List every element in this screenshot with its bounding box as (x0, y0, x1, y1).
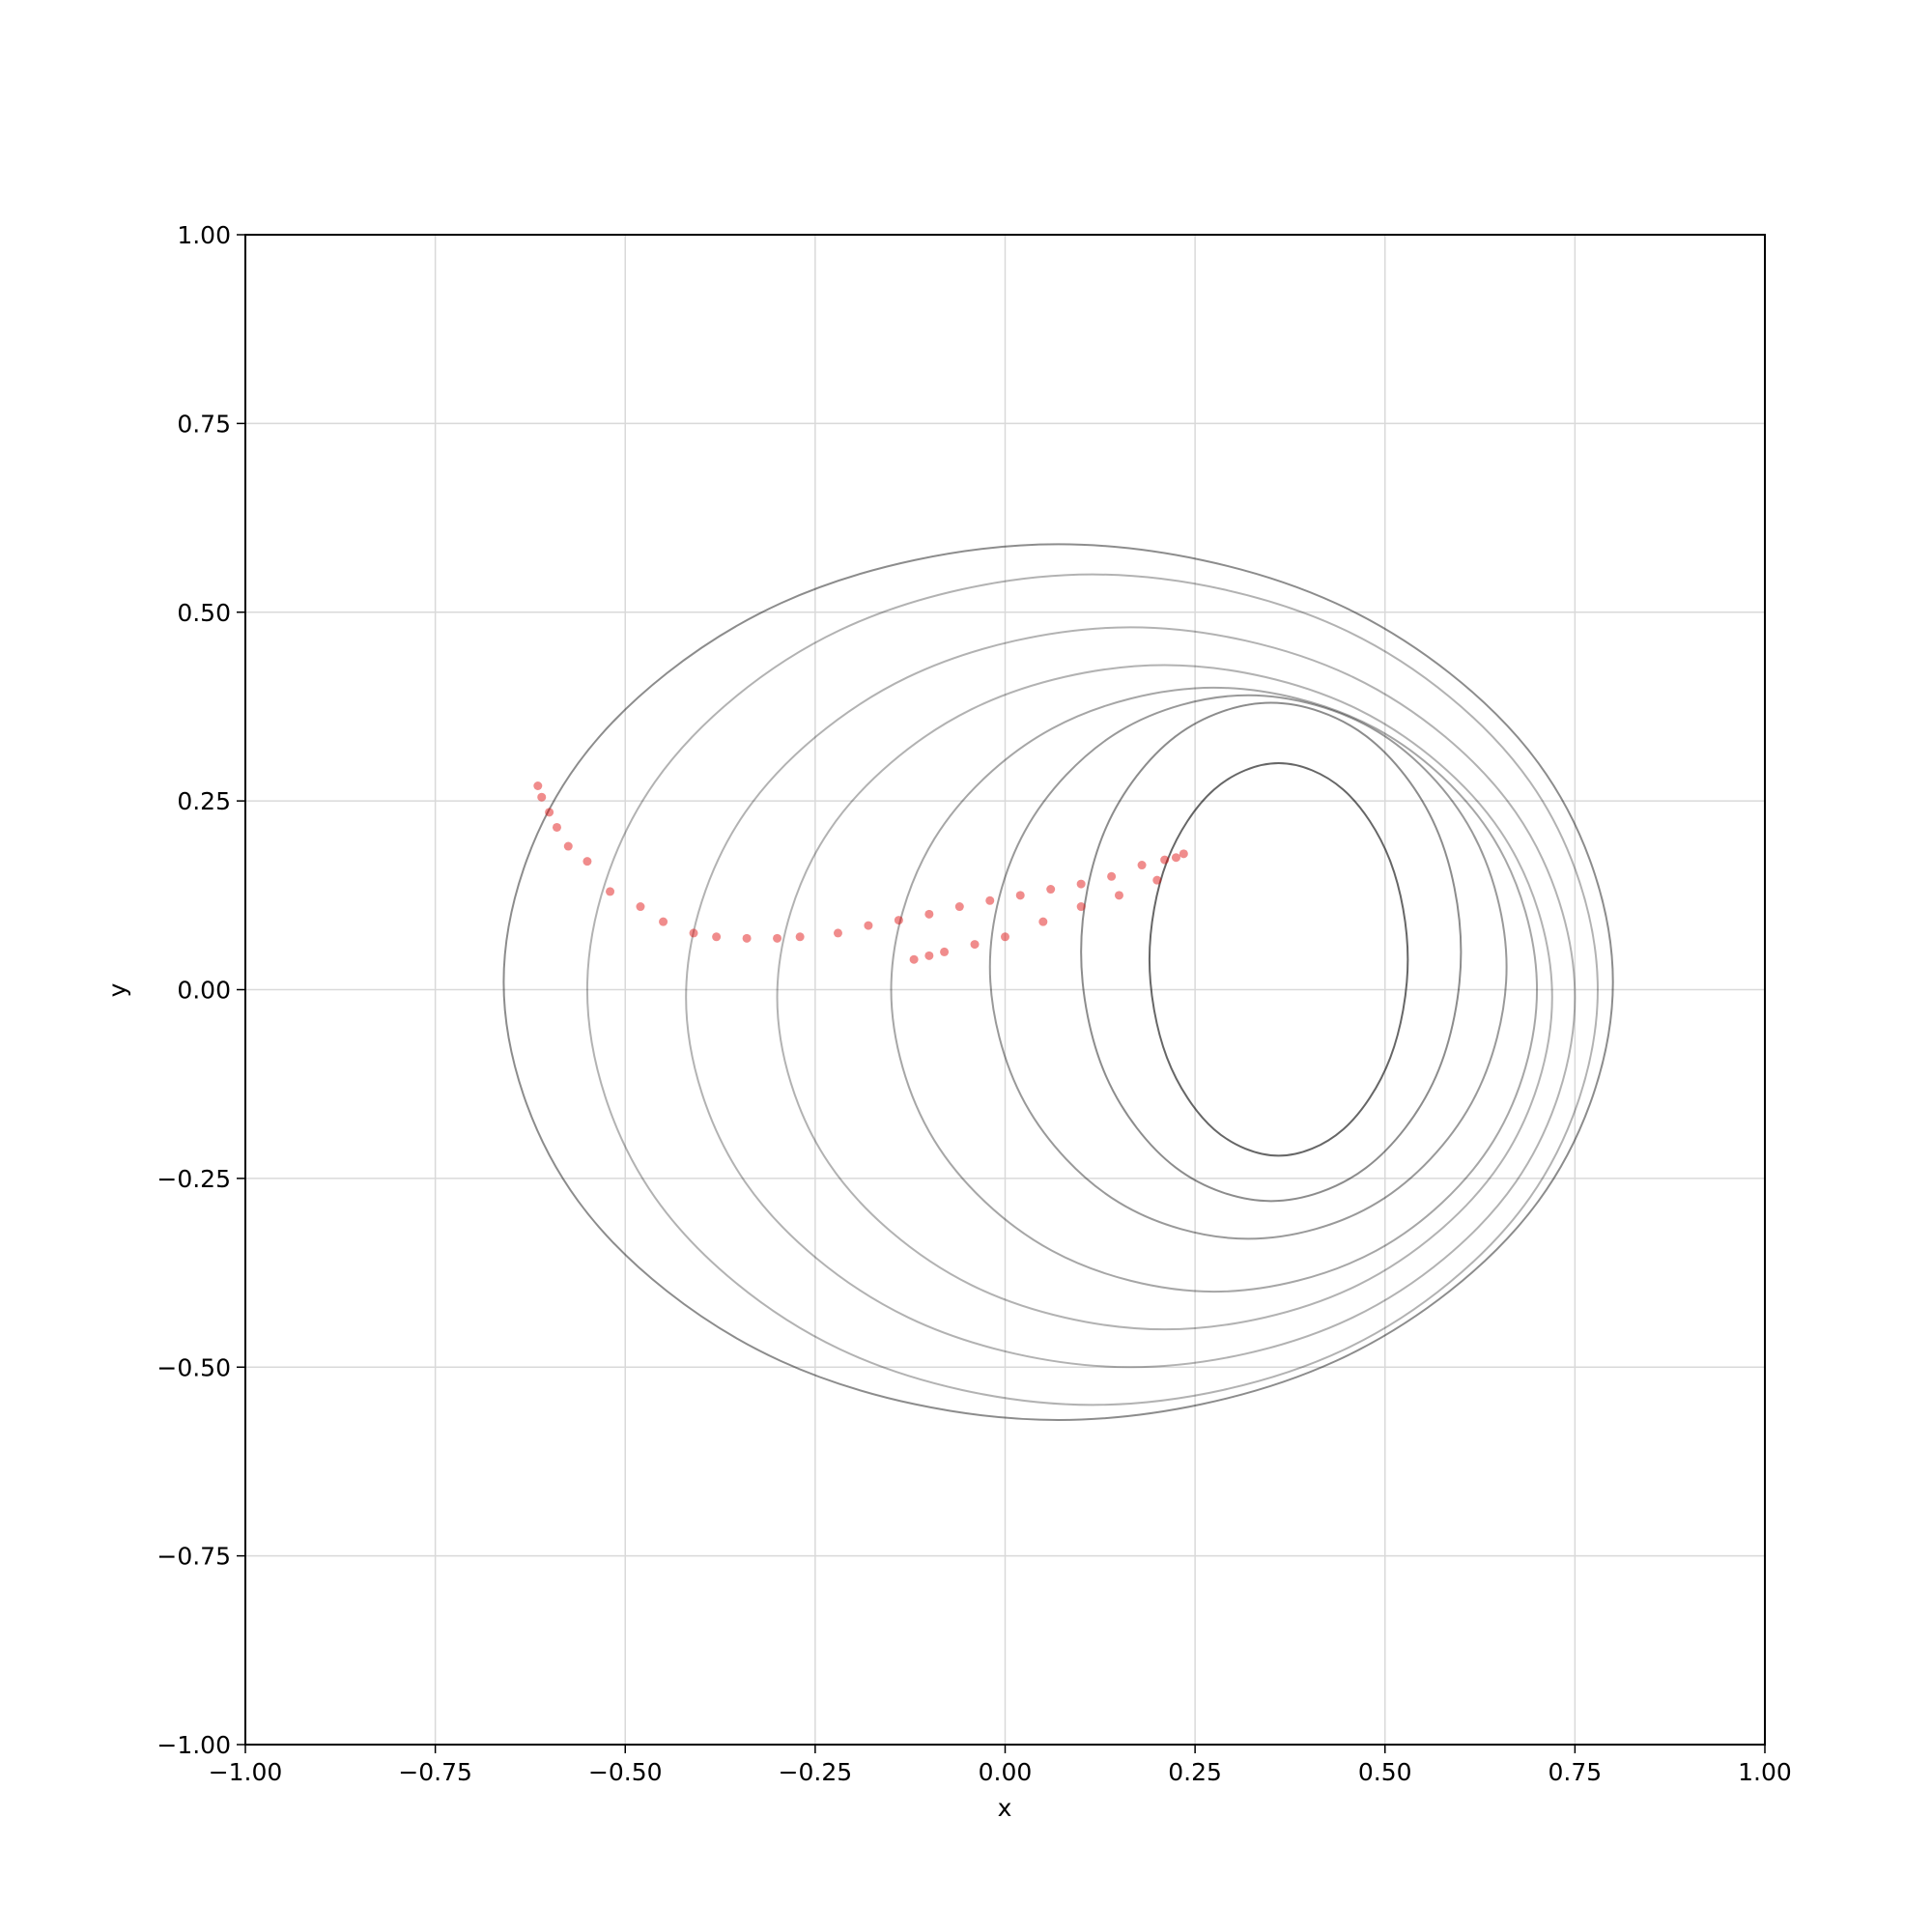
trajectory (890, 686, 1539, 1293)
section-point (1160, 855, 1170, 865)
section-point (1076, 879, 1086, 889)
trajectory (988, 694, 1508, 1240)
y-tick-label: 0.00 (177, 977, 231, 1005)
section-point (545, 808, 554, 817)
section-point (1046, 885, 1056, 895)
y-axis-label: y (103, 982, 131, 997)
x-tick-label: −0.50 (588, 1758, 663, 1786)
section-point (659, 917, 668, 926)
trajectory (776, 664, 1553, 1331)
section-point (1114, 891, 1123, 900)
y-tick-label: 0.50 (177, 599, 231, 627)
x-tick-label: 0.50 (1358, 1758, 1412, 1786)
section-point (1015, 891, 1025, 900)
section-point (552, 822, 561, 832)
section-point (924, 909, 934, 919)
ticks: −1.00 −0.75 −0.50 −0.25 0.00 0.25 0.50 0.75 1.00… (156, 221, 1791, 1786)
trajectory (1148, 762, 1409, 1157)
x-tick-label: 0.25 (1168, 1758, 1222, 1786)
section-point (795, 932, 805, 942)
section-point (985, 895, 995, 905)
section-point (636, 902, 645, 912)
y-tick-label: −0.50 (156, 1353, 231, 1381)
section-point (924, 951, 934, 960)
trajectory (585, 573, 1599, 1406)
section-point (537, 792, 547, 802)
plot-area (502, 543, 1614, 1421)
x-tick-label: 0.75 (1548, 1758, 1603, 1786)
section-point (1076, 902, 1086, 912)
section-point (940, 947, 950, 956)
section-point (954, 902, 964, 912)
section-point (1107, 871, 1117, 881)
y-tick-label: −1.00 (156, 1731, 231, 1759)
section-point (1171, 853, 1180, 863)
section-point (563, 841, 573, 851)
y-tick-label: 0.75 (177, 410, 231, 438)
trajectory (685, 626, 1577, 1369)
x-tick-label: −1.00 (209, 1758, 283, 1786)
section-point (909, 954, 919, 964)
section-point (1179, 849, 1188, 859)
y-tick-label: −0.75 (156, 1543, 231, 1571)
section-point (833, 928, 842, 938)
x-tick-label: −0.25 (779, 1758, 853, 1786)
x-tick-label: −0.75 (398, 1758, 472, 1786)
trajectory (1080, 701, 1463, 1203)
section-point (712, 932, 722, 942)
section-point (970, 940, 980, 950)
section-point (1001, 932, 1009, 942)
section-point (742, 933, 752, 943)
section-point (582, 857, 592, 867)
section-point (864, 921, 873, 930)
section-point (533, 781, 543, 790)
x-tick-label: 0.00 (979, 1758, 1033, 1786)
section-point (606, 887, 615, 896)
section-point (1152, 875, 1162, 885)
section-point (894, 916, 903, 925)
section-point (1038, 917, 1048, 926)
y-tick-label: 0.25 (177, 787, 231, 815)
trajectory (502, 543, 1614, 1421)
x-tick-label: 1.00 (1738, 1758, 1792, 1786)
y-tick-label: 1.00 (177, 221, 231, 249)
section-point (773, 933, 782, 943)
y-tick-label: −0.25 (156, 1165, 231, 1193)
section-point (689, 928, 698, 938)
section-point (1137, 861, 1147, 870)
x-axis-label: x (998, 1794, 1012, 1822)
